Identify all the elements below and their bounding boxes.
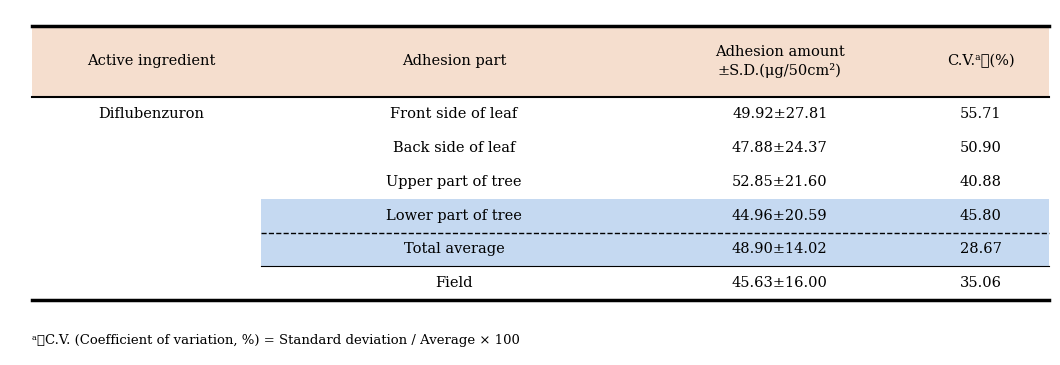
- Text: 55.71: 55.71: [960, 107, 1002, 121]
- Text: 40.88: 40.88: [959, 174, 1002, 189]
- Text: 49.92±27.81: 49.92±27.81: [732, 107, 828, 121]
- Text: ᵃ⧸C.V. (Coefficient of variation, %) = Standard deviation / Average × 100: ᵃ⧸C.V. (Coefficient of variation, %) = S…: [32, 334, 519, 347]
- Bar: [32, 26, 1049, 97]
- Text: Adhesion part: Adhesion part: [402, 54, 507, 68]
- Text: Total average: Total average: [404, 242, 505, 257]
- Text: 47.88±24.37: 47.88±24.37: [731, 141, 828, 155]
- Text: 52.85±21.60: 52.85±21.60: [731, 174, 828, 189]
- Text: C.V.ᵃ⧸(%): C.V.ᵃ⧸(%): [947, 54, 1014, 68]
- Text: Field: Field: [436, 276, 473, 291]
- Text: Active ingredient: Active ingredient: [87, 54, 215, 68]
- Text: Back side of leaf: Back side of leaf: [393, 141, 515, 155]
- Text: Upper part of tree: Upper part of tree: [386, 174, 522, 189]
- Text: 28.67: 28.67: [959, 242, 1002, 257]
- Text: 50.90: 50.90: [959, 141, 1002, 155]
- Text: 45.80: 45.80: [959, 208, 1002, 223]
- Text: 45.63±16.00: 45.63±16.00: [731, 276, 828, 291]
- Text: Front side of leaf: Front side of leaf: [390, 107, 517, 121]
- Text: 44.96±20.59: 44.96±20.59: [731, 208, 828, 223]
- Text: 35.06: 35.06: [959, 276, 1002, 291]
- Bar: [261, 199, 1049, 233]
- Bar: [261, 233, 1049, 266]
- Text: Lower part of tree: Lower part of tree: [386, 208, 522, 223]
- Text: Adhesion amount
±S.D.(μg/50cm²): Adhesion amount ±S.D.(μg/50cm²): [714, 45, 845, 78]
- Text: Diflubenzuron: Diflubenzuron: [99, 107, 205, 121]
- Text: 48.90±14.02: 48.90±14.02: [731, 242, 828, 257]
